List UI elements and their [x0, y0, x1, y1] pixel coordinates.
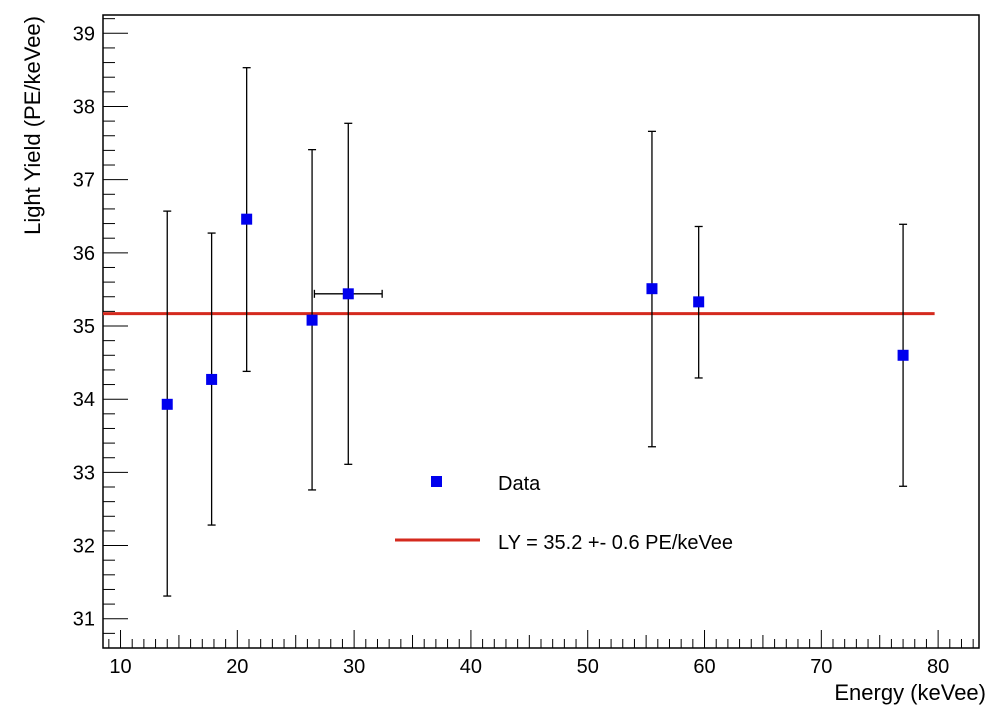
- data-marker: [342, 288, 354, 300]
- x-tick-label: 10: [109, 656, 131, 678]
- x-axis-title: Energy (keVee): [834, 680, 986, 705]
- x-tick-label: 80: [927, 656, 949, 678]
- data-marker: [693, 296, 705, 308]
- y-tick-label: 35: [73, 316, 95, 338]
- data-marker: [306, 314, 318, 326]
- y-tick-label: 33: [73, 462, 95, 484]
- data-point-6: [646, 130, 658, 448]
- y-tick-label: 38: [73, 96, 95, 118]
- x-tick-label: 50: [577, 656, 599, 678]
- legend: Data LY = 35.2 +- 0.6 PE/keVee: [395, 473, 733, 554]
- y-tick-label: 36: [73, 243, 95, 265]
- data-marker: [206, 373, 218, 385]
- data-points-layer: [161, 67, 909, 597]
- data-marker: [161, 398, 173, 410]
- x-axis-ticks: 10 20 30 40 50 60 70 80: [108, 630, 974, 678]
- x-tick-label: 30: [343, 656, 365, 678]
- data-point-2: [206, 232, 218, 526]
- y-tick-label: 32: [73, 536, 95, 558]
- data-point-1: [161, 210, 173, 597]
- data-marker: [241, 213, 253, 225]
- data-point-7: [693, 225, 705, 379]
- legend-data-label: Data: [498, 473, 541, 495]
- legend-fit-label: LY = 35.2 +- 0.6 PE/keVee: [498, 532, 733, 554]
- data-point-8: [897, 223, 909, 487]
- data-marker: [646, 283, 658, 295]
- data-marker: [897, 349, 909, 361]
- x-tick-label: 60: [693, 656, 715, 678]
- y-tick-label: 31: [73, 609, 95, 631]
- y-tick-label: 34: [73, 389, 95, 411]
- data-point-4: [306, 148, 318, 491]
- legend-data-marker: [431, 476, 442, 487]
- y-axis-title: Light Yield (PE/keVee): [20, 16, 45, 235]
- data-point-3: [241, 67, 253, 373]
- data-point-5: [313, 122, 383, 465]
- x-tick-label: 20: [226, 656, 248, 678]
- y-tick-label: 39: [73, 23, 95, 45]
- y-axis-ticks: 31 32 33 34 35 36 37 38 39: [73, 18, 128, 649]
- x-tick-label: 70: [810, 656, 832, 678]
- x-tick-label: 40: [460, 656, 482, 678]
- y-tick-label: 37: [73, 170, 95, 192]
